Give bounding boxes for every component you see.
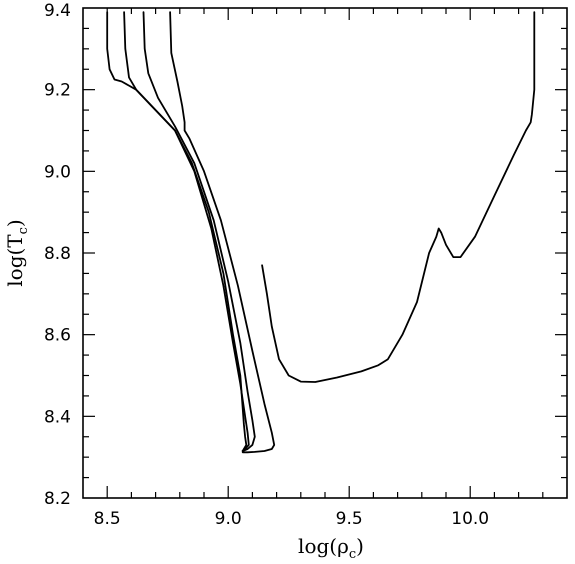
series-line-4: [169, 11, 276, 454]
y-tick-label: 8.2: [44, 489, 71, 509]
y-tick-label: 9.2: [44, 81, 71, 101]
series-line-5: [261, 11, 536, 383]
series-line-2: [123, 11, 250, 452]
y-tick-label: 8.4: [44, 407, 71, 427]
x-tick-label: 9.0: [215, 509, 242, 529]
plot-frame: [82, 7, 568, 499]
y-tick-label: 9.0: [44, 162, 71, 182]
series-lines: [106, 11, 536, 454]
y-tick-label: 9.4: [44, 1, 71, 21]
x-tick-label: 9.5: [336, 509, 363, 529]
y-tick-label: 8.6: [44, 326, 71, 346]
y-axis-title: log(Tc): [3, 219, 31, 286]
x-tick-label: 8.5: [94, 509, 121, 529]
series-line-1: [106, 11, 248, 452]
x-axis-title: log(ρc): [298, 534, 364, 562]
tick-marks: [83, 8, 567, 498]
series-line-3: [142, 11, 256, 452]
y-tick-label: 8.8: [44, 244, 71, 264]
tick-labels: 8.5 9.0 9.5 10.0 8.2 8.4 8.6 8.8 9.0 9.2 9.4: [44, 1, 489, 529]
x-tick-label: 10.0: [451, 509, 489, 529]
